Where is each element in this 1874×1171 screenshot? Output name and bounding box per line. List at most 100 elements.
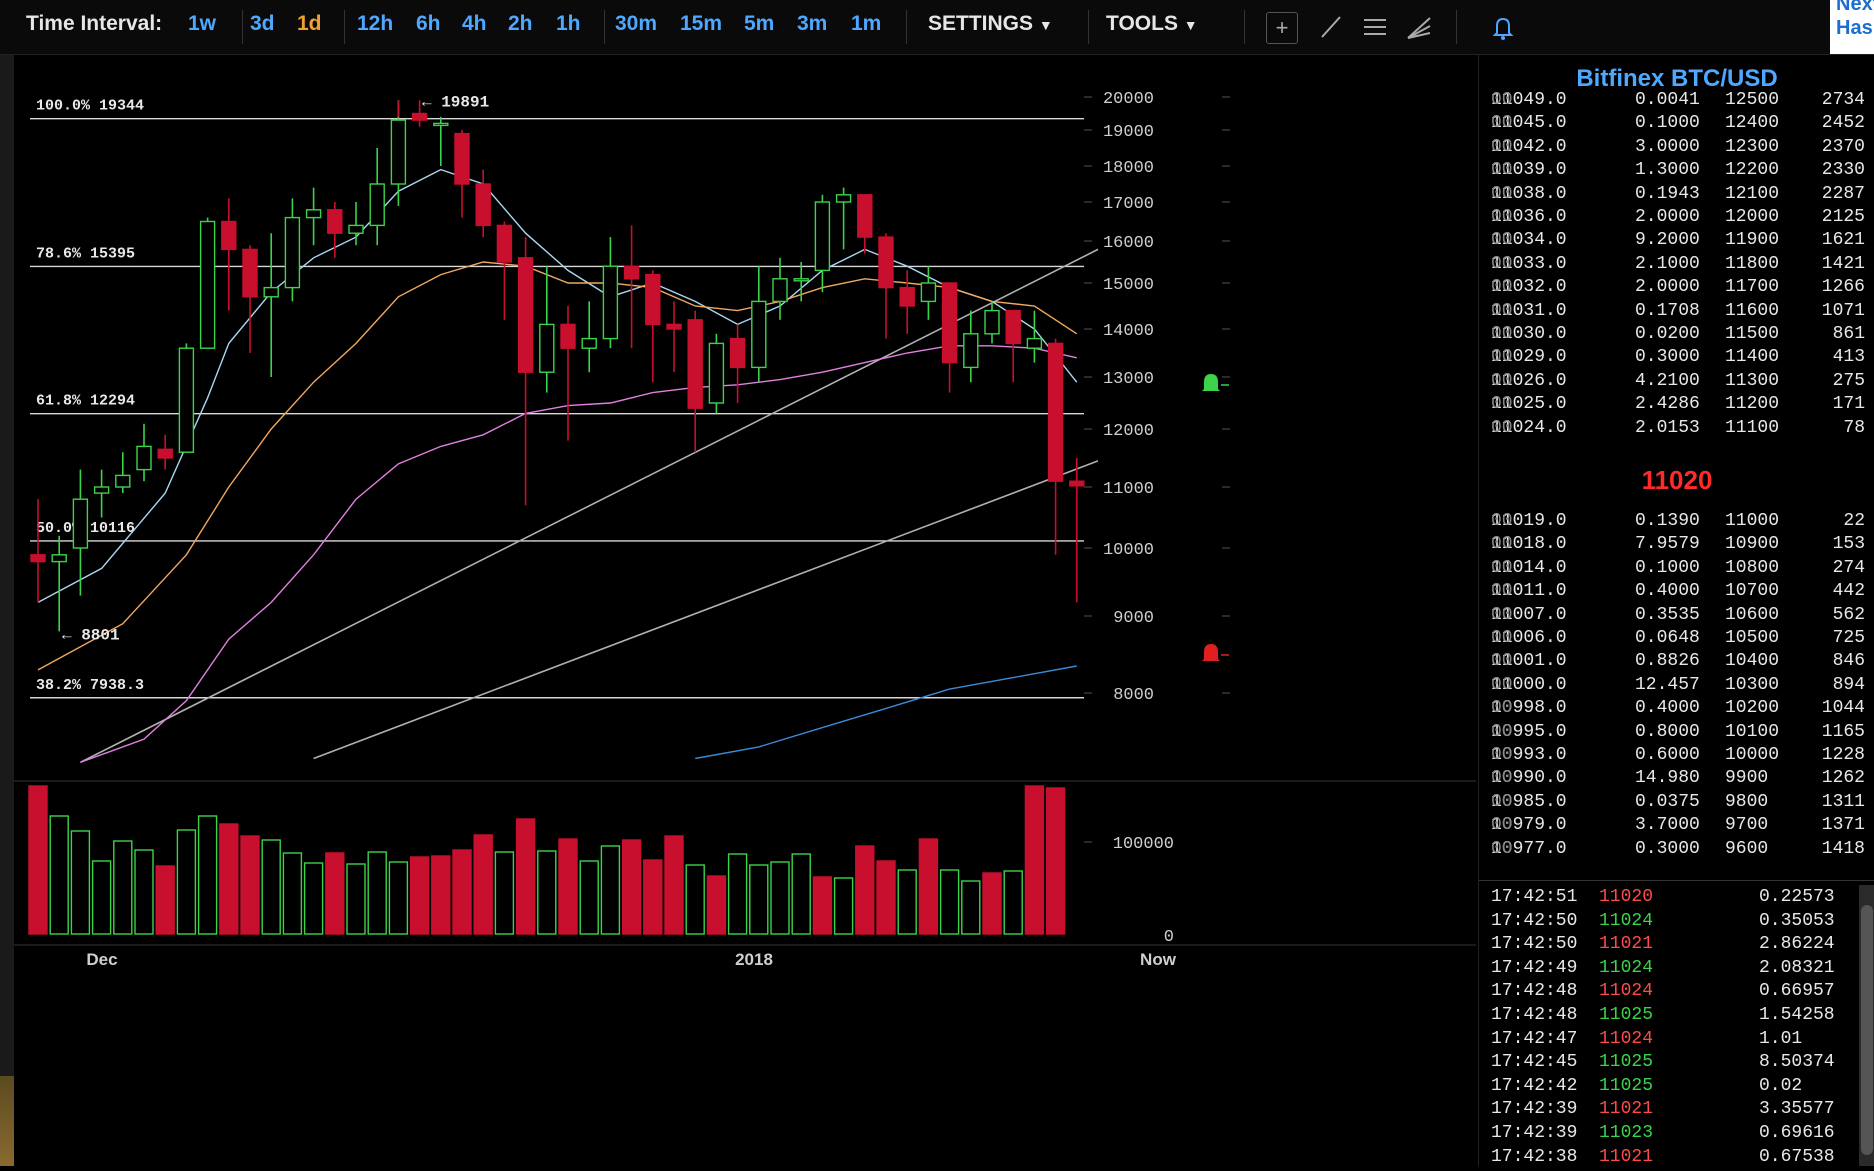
volume-bar[interactable] bbox=[918, 838, 939, 935]
volume-bar[interactable] bbox=[727, 853, 748, 935]
bid-row[interactable]: 11001.0 00 0.8826 10400 846 bbox=[1491, 651, 1865, 672]
candle-body[interactable] bbox=[963, 333, 979, 369]
candle-body[interactable] bbox=[496, 224, 513, 263]
candle-body[interactable] bbox=[327, 209, 343, 234]
candle-body[interactable] bbox=[475, 183, 491, 227]
interval-1m[interactable]: 1m bbox=[851, 12, 882, 35]
candle-body[interactable] bbox=[899, 286, 915, 307]
volume-bar[interactable] bbox=[113, 840, 133, 935]
volume-bar[interactable] bbox=[685, 864, 705, 935]
candle-body[interactable] bbox=[348, 224, 364, 234]
bid-row[interactable]: 10979.0 00 3.7000 9700 1371 bbox=[1491, 815, 1865, 836]
candle-body[interactable] bbox=[178, 347, 195, 453]
volume-bar[interactable] bbox=[134, 849, 154, 935]
volume-bar[interactable] bbox=[1003, 870, 1023, 935]
interval-2h[interactable]: 2h bbox=[508, 12, 533, 35]
candle-body[interactable] bbox=[305, 209, 322, 219]
volume-bar[interactable] bbox=[282, 852, 303, 935]
candle-body[interactable] bbox=[984, 309, 1000, 335]
volume-bar[interactable] bbox=[876, 860, 896, 935]
volume-bar[interactable] bbox=[1045, 787, 1066, 935]
volume-bar[interactable] bbox=[219, 823, 239, 935]
candle-body[interactable] bbox=[1005, 309, 1021, 345]
volume-bar[interactable] bbox=[197, 815, 218, 935]
candle-body[interactable] bbox=[51, 554, 67, 563]
bid-row[interactable]: 11007.0 00 0.3535 10600 562 bbox=[1491, 604, 1865, 625]
interval-5m[interactable]: 5m bbox=[744, 12, 775, 35]
candle-body[interactable] bbox=[433, 122, 449, 127]
volume-bar[interactable] bbox=[49, 815, 69, 935]
ask-row[interactable]: 11038.0 00 0.1943 12100 2287 bbox=[1491, 183, 1865, 204]
bid-row[interactable]: 11019.0 00 0.1390 11000 22 bbox=[1491, 511, 1865, 531]
candle-body[interactable] bbox=[1026, 337, 1043, 349]
bell-icon[interactable] bbox=[1486, 10, 1520, 44]
interval-1w[interactable]: 1w bbox=[188, 12, 217, 35]
candle-body[interactable] bbox=[263, 286, 279, 298]
volume-bar[interactable] bbox=[240, 835, 260, 935]
alert-bell-up-icon[interactable] bbox=[1202, 374, 1220, 391]
candle-body[interactable] bbox=[835, 194, 852, 203]
candlestick-chart[interactable]: 20000 19000 18000 17000 16000 15000 14000 13000… bbox=[14, 55, 1476, 1166]
candle-body[interactable] bbox=[878, 236, 894, 289]
horizontal-lines-icon[interactable] bbox=[1358, 10, 1392, 44]
volume-bar[interactable] bbox=[155, 865, 175, 935]
volume-bar[interactable] bbox=[812, 876, 833, 935]
candle-body[interactable] bbox=[199, 220, 216, 349]
ask-row[interactable]: 11045.0 00 0.1000 12400 2452 bbox=[1491, 113, 1865, 134]
interval-1h[interactable]: 1h bbox=[556, 12, 581, 35]
fib-fan-icon[interactable] bbox=[1402, 10, 1436, 44]
ask-row[interactable]: 11042.0 00 3.0000 12300 2370 bbox=[1491, 136, 1865, 157]
volume-bar[interactable] bbox=[770, 861, 790, 935]
volume-bar[interactable] bbox=[70, 830, 91, 935]
candle-body[interactable] bbox=[560, 323, 576, 349]
trend-line-lower[interactable] bbox=[313, 460, 1099, 760]
ask-row[interactable]: 11026.0 00 4.2100 11300 275 bbox=[1491, 370, 1865, 391]
ask-row[interactable]: 11039.0 00 1.3000 12200 2330 bbox=[1491, 160, 1865, 181]
candle-body[interactable] bbox=[666, 323, 682, 330]
ask-row[interactable]: 11029.0 00 0.3000 11400 413 bbox=[1491, 347, 1865, 368]
volume-bar[interactable] bbox=[621, 839, 642, 935]
bid-row[interactable]: 10985.0 00 0.0375 9800 1311 bbox=[1491, 791, 1865, 812]
volume-bar[interactable] bbox=[749, 864, 769, 935]
candle-body[interactable] bbox=[857, 194, 873, 238]
ask-row[interactable]: 11049.0 00 0.0041 12500 2734 bbox=[1491, 90, 1865, 110]
volume-bar[interactable] bbox=[664, 835, 684, 935]
candle-body[interactable] bbox=[411, 112, 428, 121]
candle-body[interactable] bbox=[708, 342, 725, 404]
candle-body[interactable] bbox=[920, 282, 937, 303]
bid-row[interactable]: 10995.0 00 0.8000 10100 1165 bbox=[1491, 721, 1865, 742]
settings-menu[interactable]: SETTINGS ▼ bbox=[928, 12, 1053, 36]
interval-4h[interactable]: 4h bbox=[462, 12, 487, 35]
candle-body[interactable] bbox=[369, 183, 385, 227]
candle-body[interactable] bbox=[581, 337, 597, 349]
ask-row[interactable]: 11032.0 00 2.0000 11700 1266 bbox=[1491, 277, 1865, 298]
volume-bar[interactable] bbox=[558, 838, 578, 935]
volume-bar[interactable] bbox=[643, 859, 663, 935]
next-hash-tab[interactable]: Next Hash bbox=[1830, 0, 1874, 54]
interval-30m[interactable]: 30m bbox=[615, 12, 658, 35]
candle-body[interactable] bbox=[390, 119, 407, 185]
ask-row[interactable]: 11025.0 00 2.4286 11200 171 bbox=[1491, 394, 1865, 415]
volume-bar[interactable] bbox=[897, 869, 917, 935]
ask-row[interactable]: 11036.0 00 2.0000 12000 2125 bbox=[1491, 207, 1865, 227]
volume-bar[interactable] bbox=[303, 862, 324, 935]
alert-bell-down-icon[interactable] bbox=[1202, 644, 1220, 661]
interval-12h[interactable]: 12h bbox=[357, 12, 394, 35]
volume-bar[interactable] bbox=[939, 869, 960, 935]
interval-3m[interactable]: 3m bbox=[797, 12, 828, 35]
bid-row[interactable]: 11000.0 00 12.457 10300 894 bbox=[1491, 674, 1865, 695]
interval-15m[interactable]: 15m bbox=[680, 12, 723, 35]
candle-body[interactable] bbox=[645, 273, 661, 326]
interval-6h[interactable]: 6h bbox=[416, 12, 441, 35]
bid-row[interactable]: 11014.0 00 0.1000 10800 274 bbox=[1491, 557, 1865, 578]
candle-body[interactable] bbox=[941, 282, 958, 364]
volume-bar[interactable] bbox=[706, 875, 727, 935]
volume-bar[interactable] bbox=[452, 849, 472, 935]
volume-bar[interactable] bbox=[367, 851, 387, 935]
candle-body[interactable] bbox=[136, 445, 152, 471]
volume-bar[interactable] bbox=[388, 861, 409, 935]
bid-row[interactable]: 10993.0 00 0.6000 10000 1228 bbox=[1491, 745, 1865, 765]
volume-bar[interactable] bbox=[579, 860, 599, 935]
scrollbar-thumb[interactable] bbox=[1861, 905, 1873, 1155]
volume-bar[interactable] bbox=[261, 839, 281, 935]
